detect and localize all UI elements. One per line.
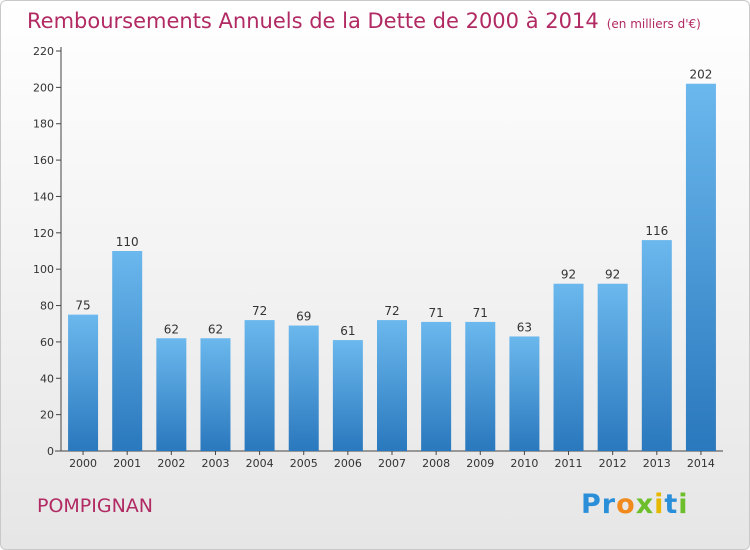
x-tick-label: 2005 <box>290 457 318 470</box>
y-tick-label: 20 <box>40 409 54 422</box>
data-label: 69 <box>296 310 311 324</box>
bar <box>244 320 275 451</box>
bar <box>553 283 584 451</box>
y-tick-label: 140 <box>33 190 54 203</box>
x-tick-label: 2004 <box>246 457 274 470</box>
data-label: 72 <box>252 304 267 318</box>
bar <box>112 251 143 451</box>
data-label: 62 <box>164 322 179 336</box>
bar <box>685 83 716 452</box>
x-tick-label: 2011 <box>555 457 583 470</box>
y-tick-label: 200 <box>33 81 54 94</box>
data-label: 75 <box>75 299 90 313</box>
chart-title-text: Remboursements Annuels de la Dette de 20… <box>27 9 599 33</box>
logo-letter: x <box>635 489 655 520</box>
x-tick-label: 2003 <box>201 457 229 470</box>
city-name: POMPIGNAN <box>37 495 154 517</box>
y-tick-label: 60 <box>40 336 54 349</box>
data-label: 116 <box>645 224 668 238</box>
x-tick-label: 2013 <box>643 457 671 470</box>
data-label: 63 <box>517 320 532 334</box>
x-tick-label: 2010 <box>510 457 538 470</box>
x-tick-label: 2009 <box>466 457 494 470</box>
y-tick-label: 160 <box>33 154 54 167</box>
bar <box>200 338 231 451</box>
data-label: 61 <box>340 324 355 338</box>
bar <box>332 340 363 451</box>
chart-unit: (en milliers d'€) <box>606 17 701 31</box>
data-label: 202 <box>689 68 712 82</box>
logo-letter: t <box>664 489 679 520</box>
data-label: 71 <box>428 306 443 320</box>
logo-letter: o <box>616 489 636 520</box>
logo-letter: P <box>581 489 602 520</box>
y-tick-label: 0 <box>47 445 54 458</box>
x-tick-label: 2001 <box>113 457 141 470</box>
x-tick-label: 2000 <box>69 457 97 470</box>
y-tick-label: 220 <box>33 45 54 58</box>
bar <box>421 321 452 451</box>
data-label: 71 <box>473 306 488 320</box>
bar <box>509 336 540 451</box>
labels: 2000 75 2001 110 2002 62 2003 62 2004 72 2005 69 200… <box>69 68 715 470</box>
y-tick-label: 100 <box>33 263 54 276</box>
y-tick-label: 180 <box>33 118 54 131</box>
logo-letter: r <box>601 489 617 520</box>
bar <box>641 240 672 451</box>
proxiti-logo: Proxiti <box>581 489 689 520</box>
data-label: 92 <box>605 268 620 282</box>
x-tick-label: 2006 <box>334 457 362 470</box>
x-tick-label: 2002 <box>157 457 185 470</box>
x-tick-label: 2007 <box>378 457 406 470</box>
data-label: 72 <box>384 304 399 318</box>
x-tick-label: 2008 <box>422 457 450 470</box>
bar <box>597 283 628 451</box>
bar <box>377 320 407 451</box>
x-tick-label: 2014 <box>687 457 715 470</box>
chart-title: Remboursements Annuels de la Dette de 20… <box>27 9 701 33</box>
y-tick-label: 120 <box>33 227 54 240</box>
data-label: 110 <box>116 235 139 249</box>
bar <box>68 314 99 451</box>
bar <box>288 325 319 451</box>
logo-letter: i <box>678 489 689 520</box>
bars <box>68 83 716 452</box>
bar <box>156 338 187 451</box>
data-label: 92 <box>561 268 576 282</box>
y-tick-label: 40 <box>40 372 54 385</box>
x-tick-label: 2012 <box>599 457 627 470</box>
bar <box>465 321 496 451</box>
y-tick-label: 80 <box>40 300 54 313</box>
logo-letter: i <box>654 489 665 520</box>
data-label: 62 <box>208 322 223 336</box>
